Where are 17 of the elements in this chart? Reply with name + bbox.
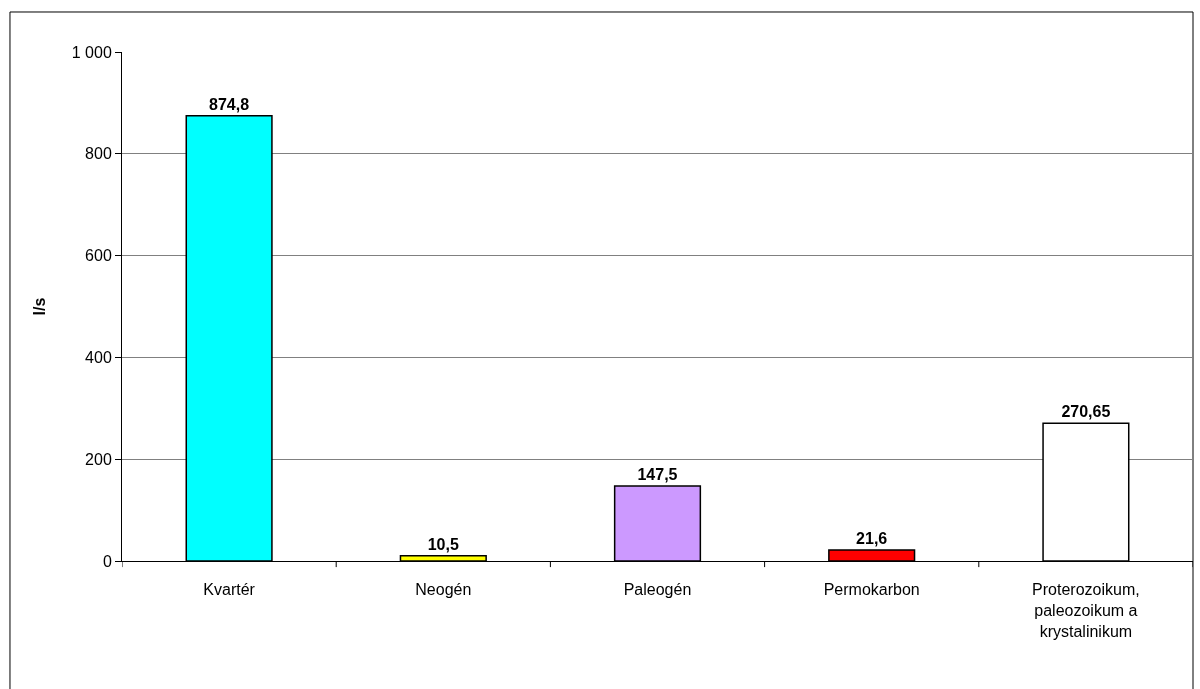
y-tick-label: 200 <box>85 450 112 468</box>
x-tick-label: Neogén <box>415 581 472 599</box>
y-tick-label: 600 <box>85 247 112 265</box>
data-label: 147,5 <box>637 465 678 483</box>
y-tick-label: 400 <box>85 349 112 366</box>
x-tick-label: Paleogén <box>623 581 692 599</box>
y-tick-label: 1 000 <box>71 43 112 61</box>
x-tick-label: Permokarbon <box>823 581 920 599</box>
x-tick-label: Kvartér <box>203 581 256 599</box>
data-label: 270,65 <box>1061 403 1111 421</box>
y-tick-label: 0 <box>102 552 112 570</box>
data-label: 874,8 <box>209 95 250 113</box>
data-label: 21,6 <box>856 530 888 548</box>
y-tick-label: 800 <box>85 145 112 163</box>
data-label: 10,5 <box>427 535 459 553</box>
y-axis-title: l/s <box>30 297 48 316</box>
x-tick-label: Proterozoikum, paleozoikum a krystalinikum <box>1032 581 1140 640</box>
